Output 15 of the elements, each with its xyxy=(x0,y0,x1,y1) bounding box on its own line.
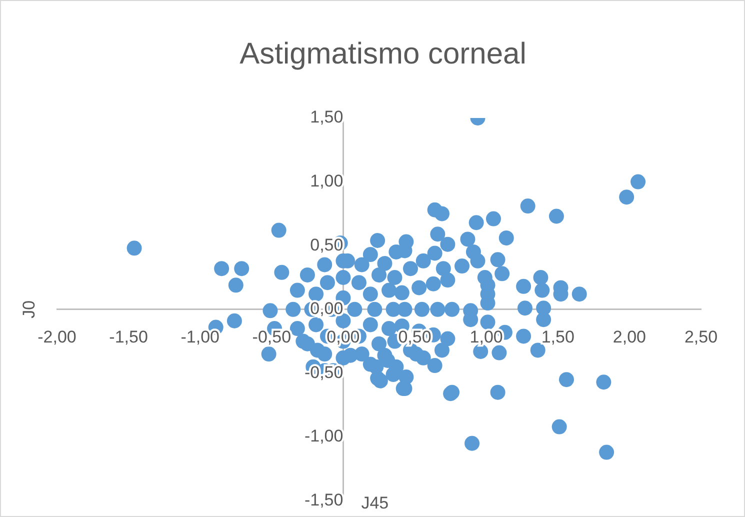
x-tick-label: -0,50 xyxy=(252,327,292,346)
x-axis-title: J45 xyxy=(361,494,389,513)
x-tick-label: 1,00 xyxy=(470,327,503,346)
x-tick-label: -2,00 xyxy=(38,327,76,346)
x-tick-label: 2,50 xyxy=(684,327,718,346)
y-tick-label: 1,00 xyxy=(310,171,344,190)
y-tick-label: 1,50 xyxy=(310,108,344,127)
y-tick-label: -1,00 xyxy=(304,426,344,446)
x-tick-label: 2,00 xyxy=(612,327,646,346)
x-tick-label: -1,50 xyxy=(109,327,148,346)
y-axis-title: J0 xyxy=(20,300,39,318)
x-tick-label: -1,00 xyxy=(180,327,220,346)
x-tick-label: 1,50 xyxy=(541,327,574,346)
y-tick-label: -1,50 xyxy=(304,490,344,510)
chart-title: Astigmatismo corneal xyxy=(240,37,526,70)
